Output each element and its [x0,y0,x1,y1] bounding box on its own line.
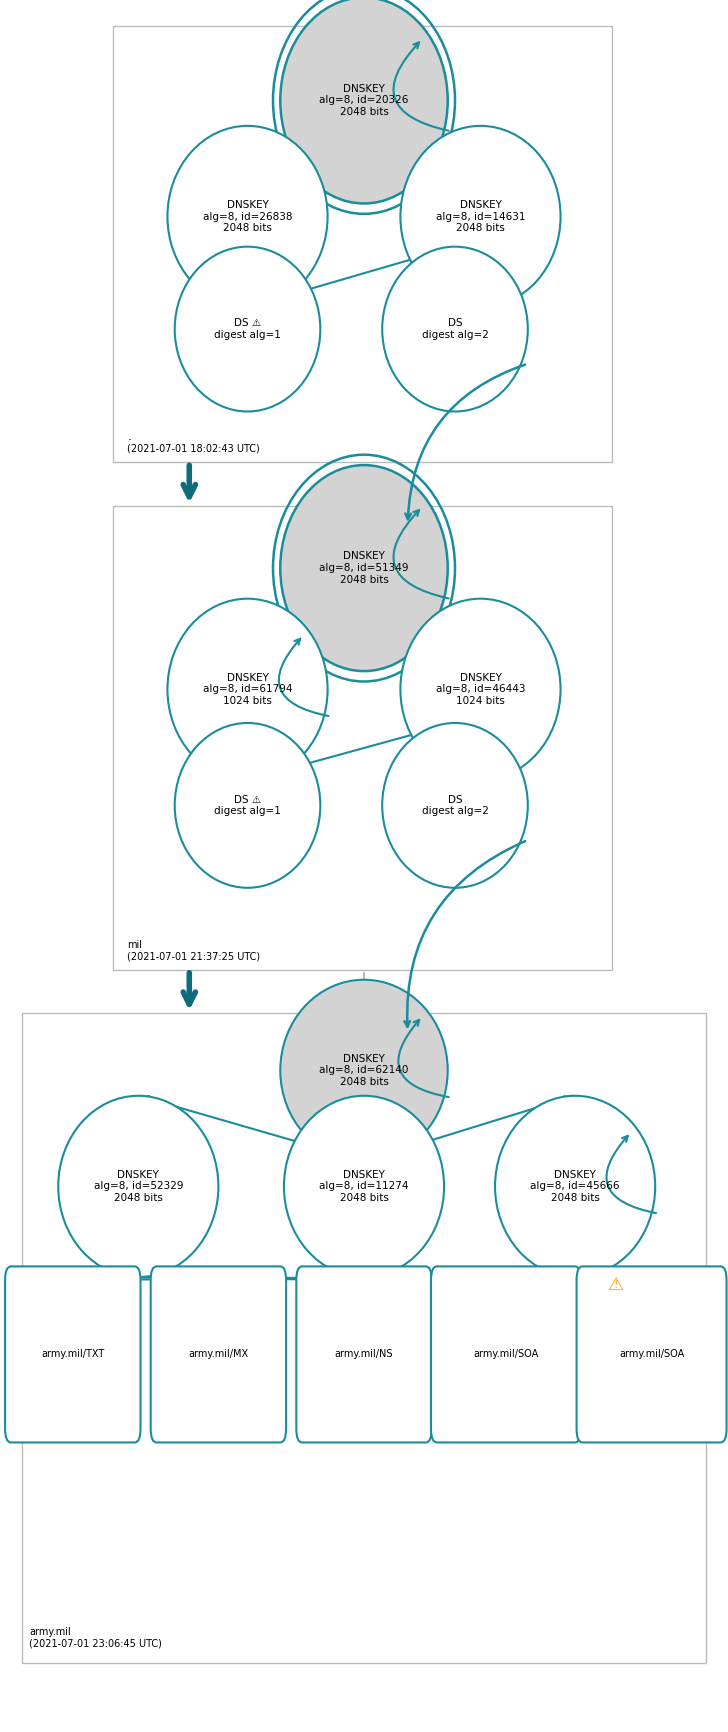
Text: army.mil/SOA: army.mil/SOA [619,1349,684,1360]
FancyBboxPatch shape [22,1013,706,1663]
Text: army.mil
(2021-07-01 23:06:45 UTC): army.mil (2021-07-01 23:06:45 UTC) [29,1628,162,1649]
Text: DNSKEY
alg=8, id=51349
2048 bits: DNSKEY alg=8, id=51349 2048 bits [320,551,408,585]
Text: army.mil/NS: army.mil/NS [335,1349,393,1360]
Ellipse shape [175,246,320,412]
Text: DS
digest alg=2: DS digest alg=2 [422,319,488,339]
Ellipse shape [400,126,561,307]
Ellipse shape [382,246,528,412]
Text: mil
(2021-07-01 21:37:25 UTC): mil (2021-07-01 21:37:25 UTC) [127,940,261,961]
Text: army.mil/MX: army.mil/MX [189,1349,248,1360]
FancyBboxPatch shape [113,506,612,970]
Text: DNSKEY
alg=8, id=11274
2048 bits: DNSKEY alg=8, id=11274 2048 bits [320,1169,408,1204]
FancyBboxPatch shape [113,26,612,462]
Text: army.mil/TXT: army.mil/TXT [41,1349,104,1360]
FancyBboxPatch shape [296,1266,432,1443]
Text: (2021-07-01 18:02:43 UTC): (2021-07-01 18:02:43 UTC) [127,443,260,454]
Text: DNSKEY
alg=8, id=61794
1024 bits: DNSKEY alg=8, id=61794 1024 bits [203,672,292,707]
Ellipse shape [175,722,320,889]
Ellipse shape [382,722,528,889]
Ellipse shape [400,599,561,779]
Text: ⚠: ⚠ [607,1276,623,1294]
Text: DNSKEY
alg=8, id=26838
2048 bits: DNSKEY alg=8, id=26838 2048 bits [203,199,292,234]
Ellipse shape [280,466,448,670]
Text: DNSKEY
alg=8, id=52329
2048 bits: DNSKEY alg=8, id=52329 2048 bits [94,1169,183,1204]
Text: DNSKEY
alg=8, id=46443
1024 bits: DNSKEY alg=8, id=46443 1024 bits [436,672,525,707]
Text: army.mil/SOA: army.mil/SOA [473,1349,539,1360]
Text: .: . [127,430,131,443]
Ellipse shape [284,1096,444,1276]
FancyBboxPatch shape [577,1266,727,1443]
Ellipse shape [167,126,328,307]
Ellipse shape [280,980,448,1160]
Text: DNSKEY
alg=8, id=20326
2048 bits: DNSKEY alg=8, id=20326 2048 bits [320,83,408,118]
FancyBboxPatch shape [151,1266,286,1443]
Ellipse shape [495,1096,655,1276]
FancyBboxPatch shape [5,1266,141,1443]
Ellipse shape [58,1096,218,1276]
Text: DNSKEY
alg=8, id=14631
2048 bits: DNSKEY alg=8, id=14631 2048 bits [436,199,525,234]
Text: DS ⚠
digest alg=1: DS ⚠ digest alg=1 [214,795,281,816]
Text: DS
digest alg=2: DS digest alg=2 [422,795,488,816]
FancyBboxPatch shape [431,1266,581,1443]
Text: DNSKEY
alg=8, id=62140
2048 bits: DNSKEY alg=8, id=62140 2048 bits [320,1053,408,1088]
Ellipse shape [280,0,448,203]
Ellipse shape [167,599,328,779]
Text: DNSKEY
alg=8, id=45666
2048 bits: DNSKEY alg=8, id=45666 2048 bits [531,1169,620,1204]
Text: DS ⚠
digest alg=1: DS ⚠ digest alg=1 [214,319,281,339]
